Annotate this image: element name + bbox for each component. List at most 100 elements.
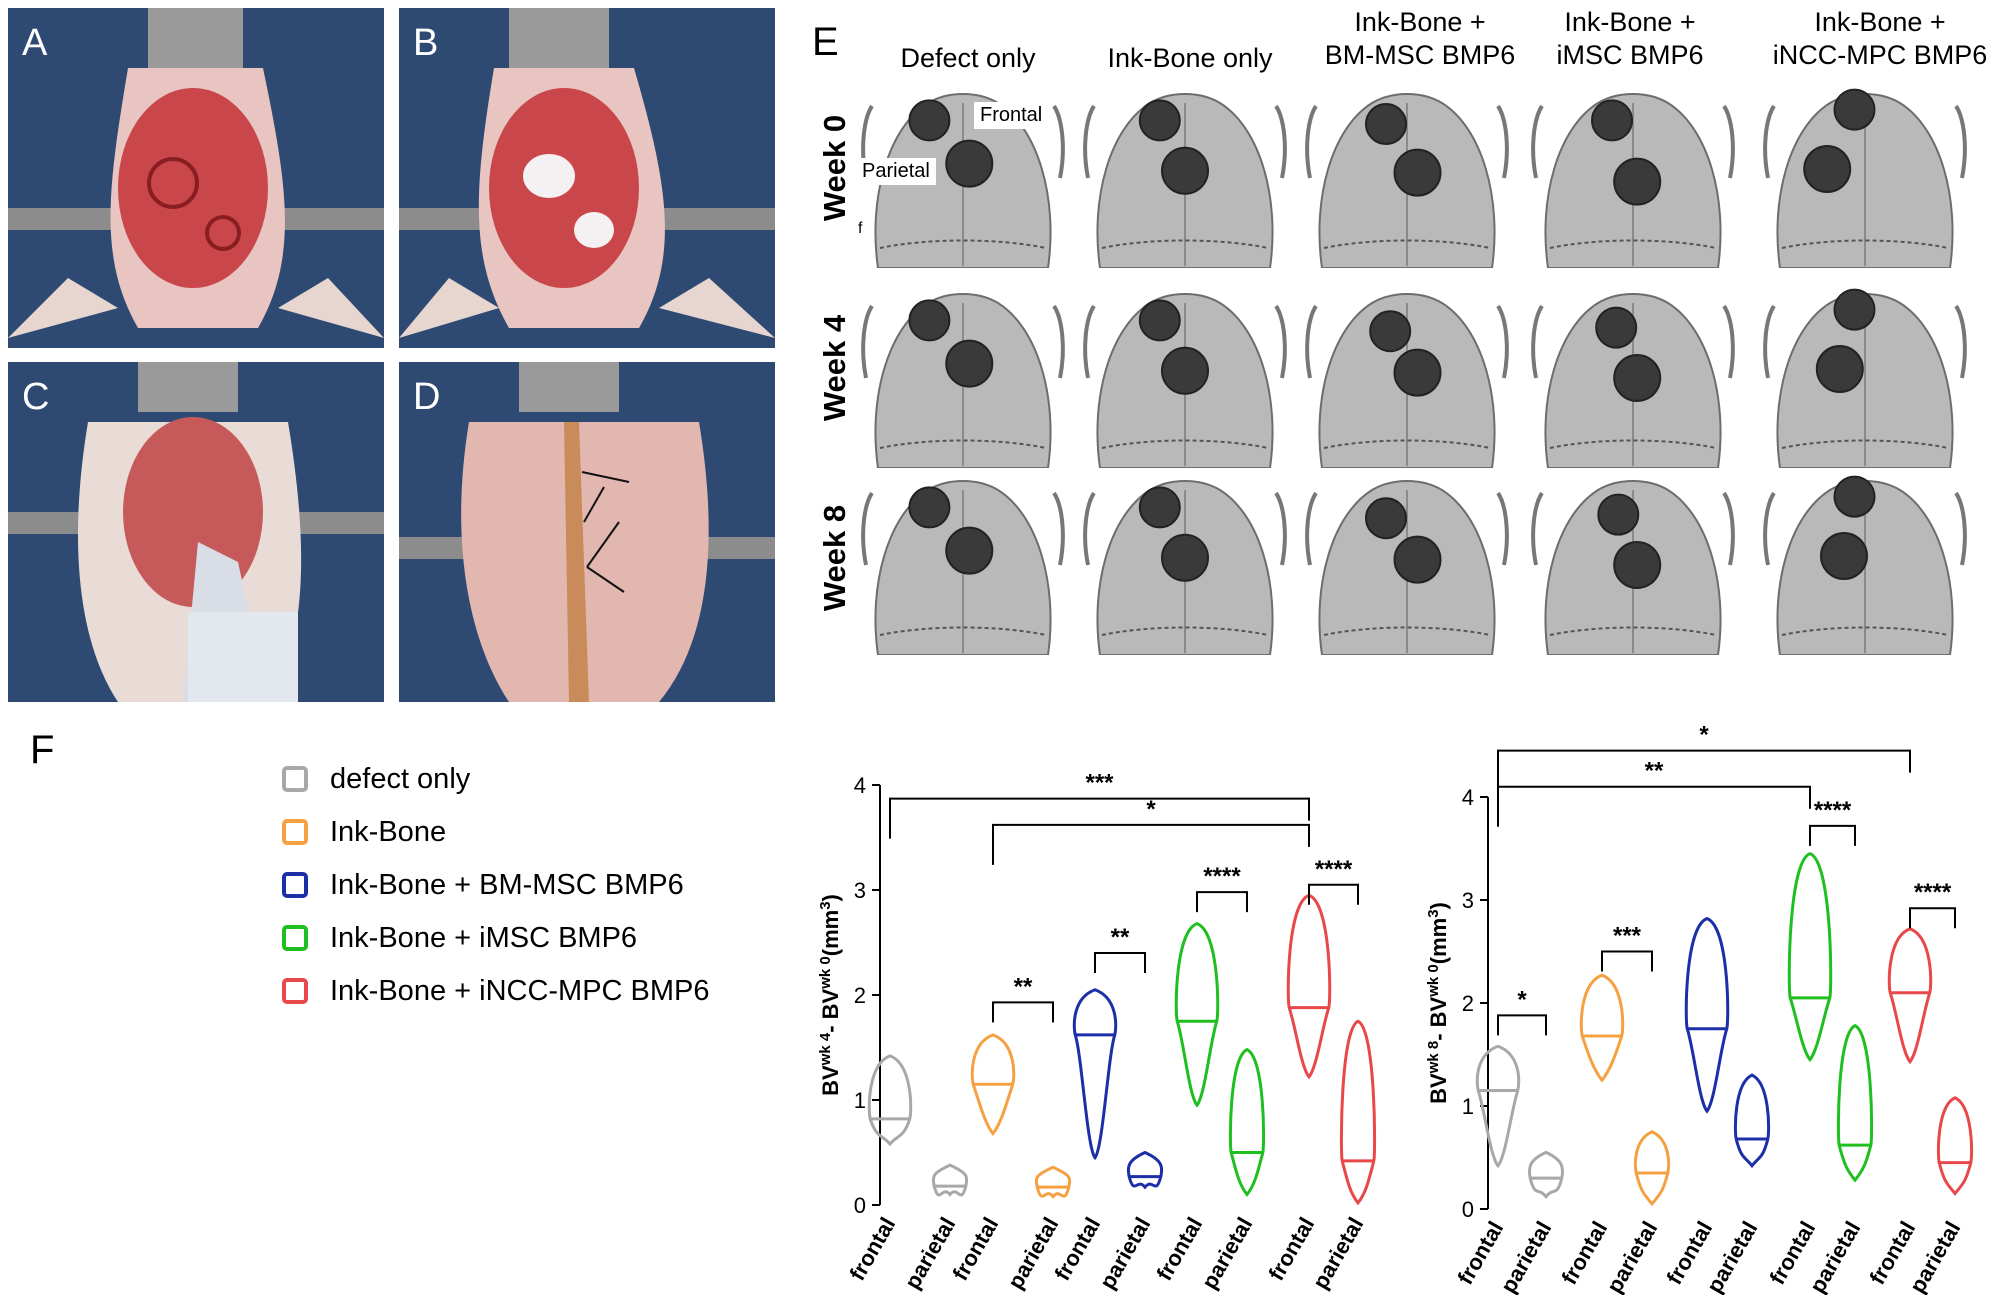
legend-label: defect only [330,762,471,795]
significance-label: *** [1613,923,1642,950]
violin-parietal [1633,1130,1671,1207]
legend-item: Ink-Bone + iNCC-MPC BMP6 [282,974,710,1008]
violin-parietal [1936,1096,1974,1196]
significance-label: ** [1645,758,1664,785]
photo-d-illustration [399,362,775,702]
defect-hole [945,526,994,575]
y-tick-label: 3 [854,878,866,903]
significance-bracket [992,823,1310,865]
violin-parietal [1034,1165,1072,1199]
skull-scan-image [861,480,1065,655]
violin-frontal [1072,988,1118,1161]
violin-parietal [1126,1150,1164,1190]
panel-label-b: B [413,22,439,64]
photo-c-illustration [8,362,384,702]
significance-label: ** [1014,973,1033,1000]
skull-scan-image [1763,288,1967,468]
significance-label: * [1146,796,1156,823]
significance-label: *** [1085,770,1114,797]
significance-label: **** [1315,856,1353,883]
photo-b-illustration [399,8,775,348]
x-tick-label: frontal [1151,1213,1207,1285]
y-tick-label: 1 [1462,1094,1474,1119]
defect-hole [908,486,951,529]
defect-hole [1138,486,1181,529]
violin-parietal [1836,1024,1874,1183]
defect-hole [1833,288,1876,331]
frontal-region-label: Frontal [974,102,1049,129]
scan-column-title: Ink-Bone + iNCC-MPC BMP6 [1772,7,1988,70]
defect-hole [1597,493,1640,536]
significance-bracket [889,797,1310,839]
defect-hole [908,99,951,142]
scan-row-label: Week 0 [817,114,852,222]
skull-scan-image [1083,93,1287,268]
defect-hole [1161,346,1209,395]
defect-hole [1161,146,1209,195]
significance-bracket [992,1001,1054,1023]
defect-hole [1365,497,1407,540]
legend-label: Ink-Bone + BM-MSC BMP6 [330,868,684,901]
skull-scan-image [1083,480,1287,655]
significance-label: **** [1203,863,1241,890]
defect-hole [1595,306,1638,349]
skull-scan-image [1763,475,1967,655]
defect-hole [1138,299,1181,342]
violin-frontal [1684,916,1730,1114]
photo-a-illustration [8,8,384,348]
skull-scan-image [1531,293,1735,468]
violin-frontal [867,1054,913,1147]
defect-hole [1365,103,1407,145]
significance-bracket [1196,891,1248,913]
scan-column-title: Defect only [900,43,1036,73]
defect-hole [1613,157,1662,206]
panel-label-c: C [22,376,50,418]
panel-label-d: D [413,376,441,418]
y-axis-label: BVwk 8- BVwk 0(mm3) [1425,902,1452,1104]
photo-panel-d: D [399,362,775,702]
legend-item: Ink-Bone [282,815,446,849]
photo-panel-c: C [8,362,384,702]
y-axis-label: BVwk 4- BVwk 0(mm3) [817,894,844,1096]
y-tick-label: 2 [854,983,866,1008]
skull-scan-image [1305,93,1509,268]
legend-swatch [282,978,308,1004]
defect-hole [1393,348,1442,397]
panel-label-e: E [812,20,839,64]
x-tick-label: parietal [1003,1213,1064,1293]
significance-label: * [1517,986,1527,1013]
photo-panel-a: A [8,8,384,348]
defect-hole [1369,310,1412,353]
significance-bracket [1497,1014,1547,1036]
defect-hole [1833,475,1876,518]
skull-scan-image [1083,293,1287,468]
skull-scan-image [861,293,1065,468]
y-tick-label: 0 [854,1193,866,1218]
scan-column-title: Ink-Bone + BM-MSC BMP6 [1324,7,1516,70]
x-tick-label: frontal [844,1213,900,1285]
panel-label-a: A [22,22,48,64]
legend-item: Ink-Bone + BM-MSC BMP6 [282,868,684,902]
significance-bracket [1497,785,1811,827]
defect-hole [908,299,951,342]
violin-frontal [970,1033,1016,1137]
legend-label: Ink-Bone [330,815,447,848]
legend-swatch [282,925,308,951]
skull-scan-image [1531,480,1735,655]
skull-scan-image [1531,93,1735,268]
violin-frontal [1475,1044,1521,1169]
scan-row-label: Week 4 [817,314,852,422]
defect-hole [1393,148,1442,197]
defect-hole [1393,535,1442,584]
violin-parietal [1339,1019,1377,1206]
legend-swatch [282,819,308,845]
defect-hole [945,139,994,188]
skull-scan-image [1305,293,1509,468]
significance-label: * [1699,722,1709,749]
legend-swatch [282,872,308,898]
violin-frontal [1286,893,1332,1080]
scale-mark: f [858,220,863,237]
significance-bracket [1094,952,1146,973]
defect-hole [945,339,994,388]
defect-hole [1591,99,1633,142]
